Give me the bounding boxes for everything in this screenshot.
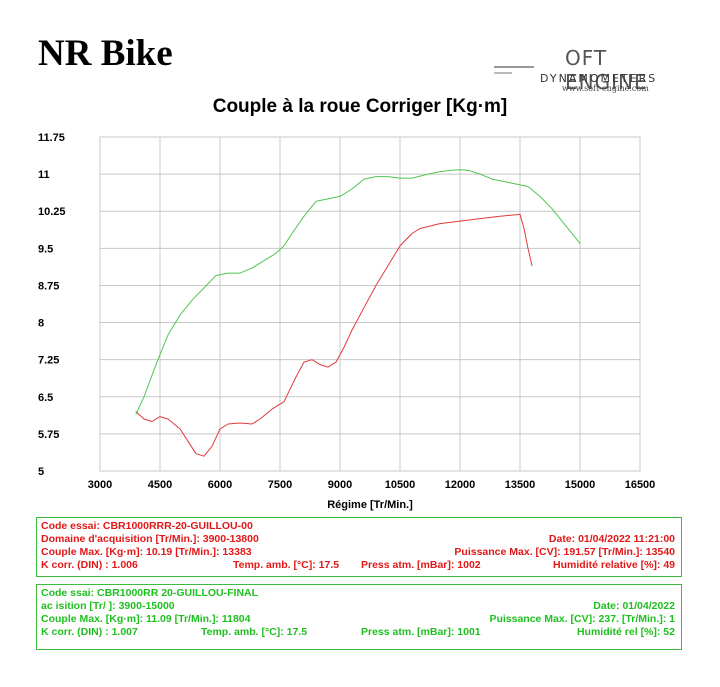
x-tick-label: 15000 <box>565 479 596 491</box>
run2-k-corr: K corr. (DIN) : 1.007 <box>41 626 138 638</box>
x-tick-label: 12000 <box>445 479 476 491</box>
grid <box>99 136 641 472</box>
run1-max-torque: Couple Max. [Kg·m]: 10.19 [Tr/Min.]: 133… <box>41 546 252 558</box>
logo-url: www.soft-engine.com <box>562 84 649 93</box>
run1-humidity: Humidité relative [%]: 49 <box>553 559 675 571</box>
x-tick-label: 9000 <box>328 479 352 491</box>
plot-frame <box>99 136 641 472</box>
page-title: NR Bike <box>38 33 173 74</box>
series-line-1 <box>135 213 533 457</box>
y-tick-label: 6.5 <box>38 392 53 404</box>
x-tick-label: 6000 <box>208 479 232 491</box>
logo-subtitle: DYNAMOMETERS <box>540 72 658 85</box>
y-tick-label: 5.75 <box>38 429 59 441</box>
run2-acquisition-range: ac isition [Tr/ ]: 3900-15000 <box>41 600 175 612</box>
run2-date: Date: 01/04/2022 <box>593 600 675 612</box>
x-tick-label: 13500 <box>505 479 536 491</box>
y-tick-label: 5 <box>38 466 44 478</box>
run1-pressure: Press atm. [mBar]: 1002 <box>361 559 481 571</box>
tick-labels: 3000 4500 6000 7500 9000 10500 12000 13500 15000… <box>38 132 655 491</box>
run2-max-power: Puissance Max. [CV]: 237. [Tr/Min.]: 1 <box>489 613 675 625</box>
run2-max-torque: Couple Max. [Kg·m]: 11.09 [Tr/Min.]: 118… <box>41 613 251 625</box>
logo-bar <box>494 66 534 68</box>
run2-pressure: Press atm. [mBar]: 1001 <box>361 626 481 638</box>
y-tick-label: 8.75 <box>38 280 59 292</box>
y-tick-label: 11 <box>38 169 50 181</box>
torque-chart: 3000 4500 6000 7500 9000 10500 12000 13500 15000… <box>38 132 655 511</box>
y-tick-label: 11.75 <box>38 132 65 144</box>
x-tick-label: 3000 <box>88 479 112 491</box>
y-tick-label: 7.25 <box>38 355 59 367</box>
soft-engine-logo: OFT ENGINE DYNAMOMETERS www.soft-engine.… <box>490 46 690 96</box>
run1-date: Date: 01/04/2022 11:21:00 <box>548 533 675 545</box>
run1-max-power: Puissance Max. [CV]: 191.57 [Tr/Min.]: 1… <box>454 546 675 558</box>
run1-info-box: Code essai: CBR1000RRR-20-GUILLOU-00 Dom… <box>36 517 682 577</box>
x-tick-label: 16500 <box>625 479 656 491</box>
run2-info-box: Code ssai: CBR1000RR 20-GUILLOU-FINAL ac… <box>36 584 682 650</box>
logo-bar <box>494 72 512 74</box>
series-layer <box>135 169 581 457</box>
run2-test-code: Code ssai: CBR1000RR 20-GUILLOU-FINAL <box>41 587 259 599</box>
x-tick-label: 10500 <box>385 479 416 491</box>
y-tick-label: 9.5 <box>38 243 53 255</box>
run1-temp: Temp. amb. [°C]: 17.5 <box>233 559 340 571</box>
x-tick-label: 7500 <box>268 479 292 491</box>
y-tick-label: 8 <box>38 318 44 330</box>
run1-k-corr: K corr. (DIN) : 1.006 <box>41 559 138 571</box>
chart-title: Couple à la roue Corriger [Kg·m] <box>212 96 508 117</box>
series-line-2 <box>135 169 581 415</box>
x-tick-label: 4500 <box>148 479 172 491</box>
run1-test-code: Code essai: CBR1000RRR-20-GUILLOU-00 <box>41 520 253 532</box>
logo-text: OFT ENGINE <box>565 46 648 94</box>
run2-humidity: Humidité rel [%]: 52 <box>576 626 675 638</box>
run2-temp: Temp. amb. [°C]: 17.5 <box>201 626 308 638</box>
run1-acquisition-range: Domaine d'acquisition [Tr/Min.]: 3900-13… <box>41 533 259 545</box>
y-tick-label: 10.25 <box>38 206 66 218</box>
x-axis-title: Régime [Tr/Min.] <box>327 499 413 511</box>
